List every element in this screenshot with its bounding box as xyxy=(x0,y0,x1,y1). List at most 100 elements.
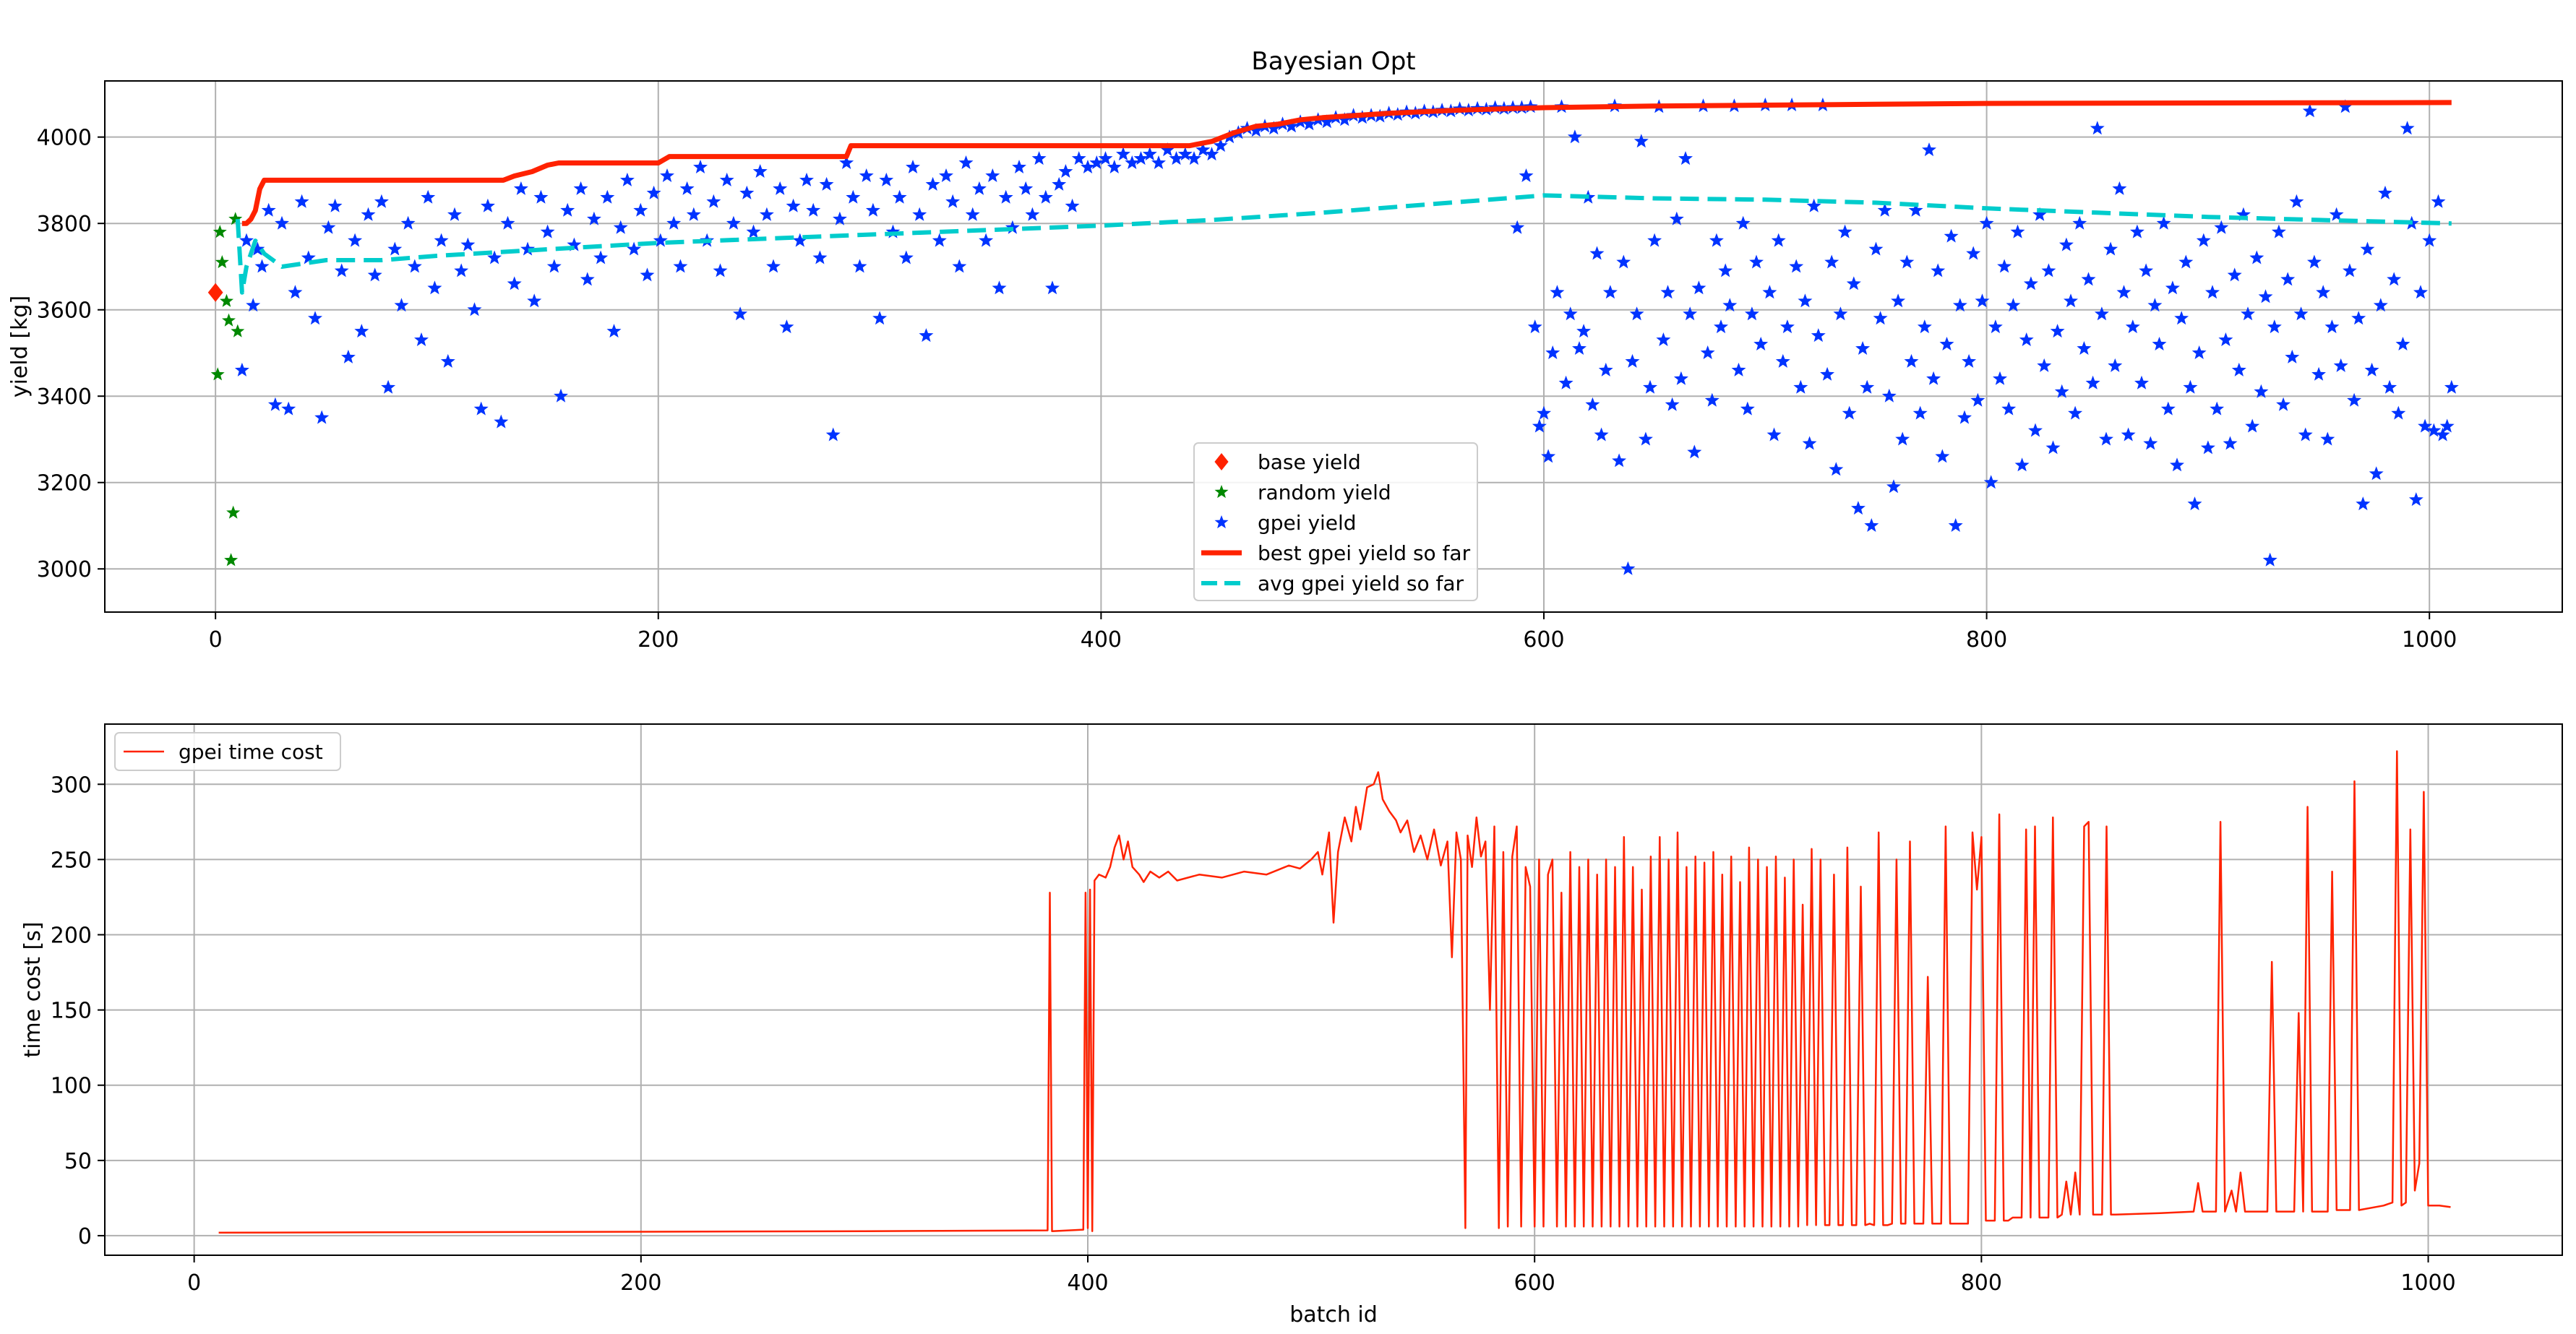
gpei-yield-point xyxy=(500,215,515,230)
gpei-yield-point xyxy=(341,349,356,363)
gpei-yield-point xyxy=(374,194,389,208)
gpei-yield-point xyxy=(786,198,801,212)
gpei-yield-point xyxy=(2174,311,2189,325)
gpei-yield-point xyxy=(460,237,476,251)
gpei-yield-point xyxy=(2418,418,2433,433)
gpei-yield-point xyxy=(640,267,655,282)
gpei-yield-point xyxy=(2112,181,2127,195)
legend-star-icon xyxy=(1214,485,1229,499)
gpei-yield-point xyxy=(713,263,728,277)
gpei-yield-point xyxy=(2395,337,2410,350)
gpei-yield-point xyxy=(1837,224,1852,238)
gpei-yield-point xyxy=(600,189,615,204)
gpei-yield-point xyxy=(1616,254,1631,269)
gpei-yield-point xyxy=(1160,142,1175,157)
gpei-yield-point xyxy=(2258,289,2273,304)
gpei-yield-point xyxy=(2369,466,2384,481)
gpei-yield-point xyxy=(1793,379,1808,394)
series-base-yield xyxy=(207,283,223,302)
gpei-yield-point xyxy=(1563,306,1578,321)
gpei-yield-point xyxy=(819,176,834,191)
gpei-yield-point xyxy=(1142,147,1157,161)
gpei-yield-point xyxy=(1833,306,1848,321)
gpei-yield-point xyxy=(1917,319,1932,334)
gpei-yield-point xyxy=(2050,324,2065,338)
y-tick-label: 300 xyxy=(51,773,92,798)
gpei-yield-point xyxy=(2058,237,2074,251)
legend-star-icon xyxy=(1214,515,1229,529)
gpei-yield-point xyxy=(825,427,841,442)
gpei-yield-point xyxy=(513,181,528,195)
gpei-yield-point xyxy=(1811,328,1826,343)
gpei-yield-point xyxy=(1629,306,1644,321)
gpei-yield-point xyxy=(2210,401,2225,416)
gpei-yield-point xyxy=(2227,267,2242,282)
gpei-yield-point xyxy=(2337,99,2353,113)
gpei-yield-point xyxy=(2139,263,2154,277)
gpei-yield-point xyxy=(354,324,369,338)
gpei-yield-point xyxy=(2343,263,2357,277)
gpei-yield-point xyxy=(839,155,854,169)
gpei-yield-point xyxy=(679,181,695,195)
gpei-yield-point xyxy=(2214,220,2229,234)
legend-box xyxy=(114,732,341,771)
gpei-yield-point xyxy=(2054,384,2069,398)
gpei-yield-point xyxy=(1107,160,1122,173)
gpei-yield-point xyxy=(1931,263,1946,277)
best-gpei-yield-line xyxy=(241,100,2452,226)
gpei-yield-point xyxy=(1771,233,1786,247)
gpei-yield-point xyxy=(1018,181,1034,195)
gpei-yield-point xyxy=(912,207,927,221)
gpei-yield-point xyxy=(454,263,469,277)
gpei-yield-point xyxy=(440,353,455,368)
gpei-yield-point xyxy=(806,202,821,217)
gpei-yield-point xyxy=(1691,280,1706,295)
gpei-yield-point xyxy=(1851,501,1866,515)
random-yield-point xyxy=(224,553,239,567)
gpei-time-cost-line xyxy=(218,750,2451,1234)
gpei-yield-point xyxy=(2431,194,2446,208)
gpei-yield-point xyxy=(2191,345,2207,359)
gpei-yield-point xyxy=(779,319,794,334)
gpei-yield-point xyxy=(2041,263,2056,277)
gpei-yield-point xyxy=(334,263,349,277)
gpei-yield-point xyxy=(792,233,807,247)
gpei-yield-point xyxy=(2006,298,2021,312)
gpei-yield-point xyxy=(1895,431,1910,446)
gpei-yield-point xyxy=(2280,272,2296,286)
x-tick-label: 0 xyxy=(209,627,223,653)
gpei-yield-point xyxy=(2356,496,2371,511)
gpei-yield-point xyxy=(1133,151,1149,165)
gpei-yield-point xyxy=(2037,358,2052,372)
gpei-yield-point xyxy=(2373,298,2388,312)
gpei-yield-point xyxy=(2382,379,2397,394)
gpei-yield-point xyxy=(1169,151,1184,165)
gpei-yield-point xyxy=(1802,436,1817,450)
gpei-yield-point xyxy=(2267,319,2282,334)
gpei-yield-point xyxy=(1558,375,1573,390)
axes-frame xyxy=(104,723,2563,1256)
gpei-yield-point xyxy=(1997,259,2012,273)
gpei-yield-point xyxy=(2249,250,2264,264)
gpei-yield-point xyxy=(2360,241,2375,256)
gpei-yield-point xyxy=(2316,285,2331,299)
gpei-yield-point xyxy=(1744,306,1759,321)
gpei-yield-point xyxy=(2072,215,2087,230)
gpei-yield-point xyxy=(865,202,880,217)
gpei-yield-point xyxy=(1860,379,1875,394)
gpei-yield-point xyxy=(1625,353,1640,368)
gpei-yield-point xyxy=(2108,358,2123,372)
gpei-yield-point xyxy=(1829,462,1844,476)
gpei-yield-point xyxy=(919,328,934,343)
gpei-yield-point xyxy=(965,207,980,221)
gpei-yield-point xyxy=(2165,280,2180,295)
gpei-yield-point xyxy=(739,185,755,199)
gpei-yield-point xyxy=(1089,155,1104,169)
gpei-yield-point xyxy=(361,207,376,221)
gpei-yield-point xyxy=(1789,259,1804,273)
gpei-yield-point xyxy=(2001,401,2017,416)
gpei-yield-point xyxy=(246,298,261,312)
gpei-yield-point xyxy=(1753,337,1769,350)
gpei-yield-point xyxy=(979,233,994,247)
gpei-yield-point xyxy=(2160,401,2176,416)
